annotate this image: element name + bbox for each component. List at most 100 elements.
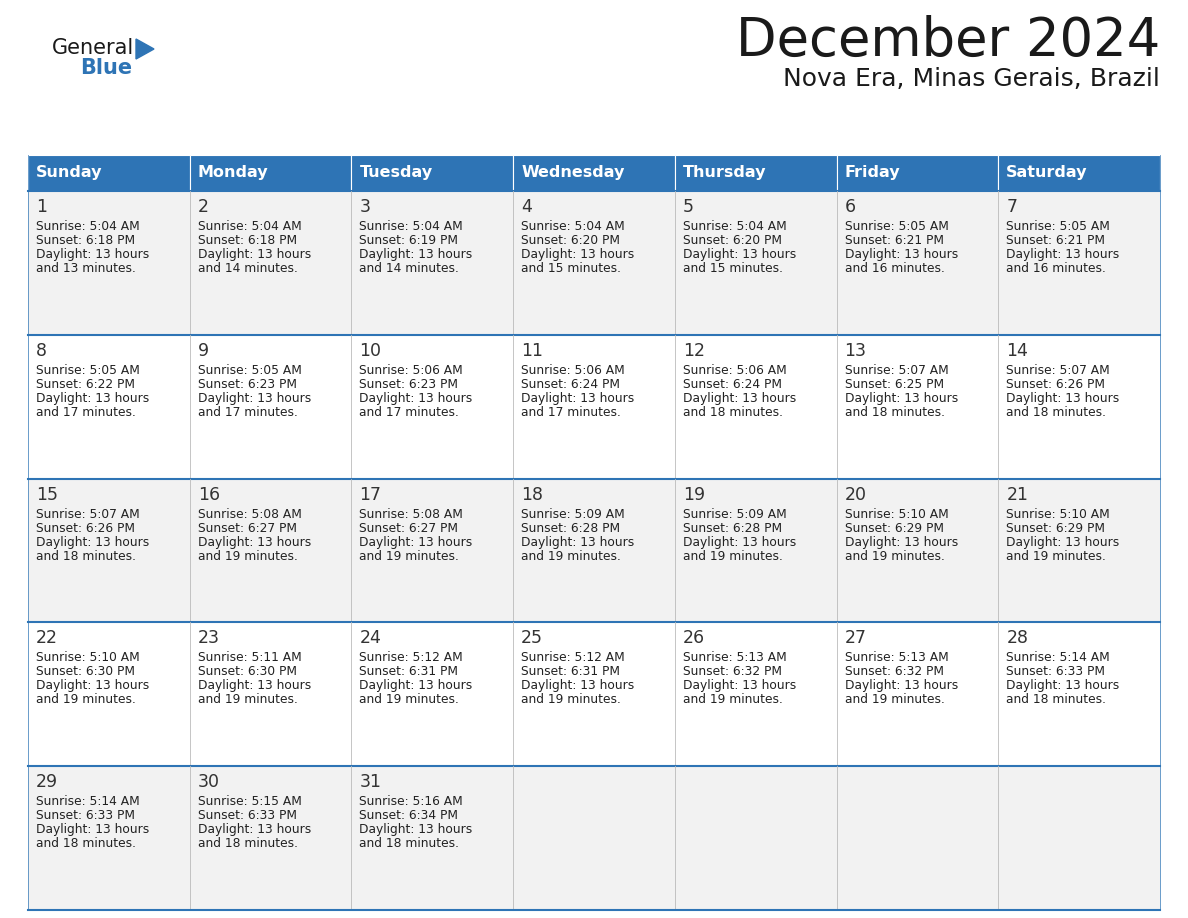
Text: Daylight: 13 hours: Daylight: 13 hours [522, 679, 634, 692]
Text: and 18 minutes.: and 18 minutes. [36, 837, 135, 850]
Text: and 19 minutes.: and 19 minutes. [522, 550, 621, 563]
Text: and 19 minutes.: and 19 minutes. [360, 550, 460, 563]
Text: 26: 26 [683, 630, 704, 647]
Text: and 19 minutes.: and 19 minutes. [522, 693, 621, 706]
Text: Daylight: 13 hours: Daylight: 13 hours [197, 535, 311, 549]
Text: Sunrise: 5:14 AM: Sunrise: 5:14 AM [36, 795, 140, 808]
Text: 22: 22 [36, 630, 58, 647]
Text: and 19 minutes.: and 19 minutes. [197, 693, 297, 706]
Text: Daylight: 13 hours: Daylight: 13 hours [36, 823, 150, 836]
Text: Daylight: 13 hours: Daylight: 13 hours [522, 392, 634, 405]
Text: Daylight: 13 hours: Daylight: 13 hours [683, 535, 796, 549]
Bar [29, 155, 190, 191]
Text: 17: 17 [360, 486, 381, 504]
Text: and 18 minutes.: and 18 minutes. [197, 837, 298, 850]
Text: Wednesday: Wednesday [522, 165, 625, 181]
Text: and 19 minutes.: and 19 minutes. [36, 693, 135, 706]
Text: Sunrise: 5:04 AM: Sunrise: 5:04 AM [683, 220, 786, 233]
Text: 4: 4 [522, 198, 532, 216]
Text: Sunset: 6:24 PM: Sunset: 6:24 PM [683, 378, 782, 391]
Text: Sunrise: 5:04 AM: Sunrise: 5:04 AM [522, 220, 625, 233]
Text: Sunset: 6:29 PM: Sunset: 6:29 PM [1006, 521, 1105, 534]
Bar [513, 155, 675, 191]
Text: Sunrise: 5:04 AM: Sunrise: 5:04 AM [36, 220, 140, 233]
Text: 5: 5 [683, 198, 694, 216]
Text: Sunrise: 5:13 AM: Sunrise: 5:13 AM [845, 652, 948, 665]
Text: Daylight: 13 hours: Daylight: 13 hours [197, 392, 311, 405]
Text: Sunset: 6:24 PM: Sunset: 6:24 PM [522, 378, 620, 391]
Text: 6: 6 [845, 198, 855, 216]
Text: Sunrise: 5:05 AM: Sunrise: 5:05 AM [36, 364, 140, 376]
Text: Daylight: 13 hours: Daylight: 13 hours [522, 248, 634, 261]
Text: 16: 16 [197, 486, 220, 504]
Text: Sunset: 6:33 PM: Sunset: 6:33 PM [197, 809, 297, 823]
Text: and 15 minutes.: and 15 minutes. [522, 262, 621, 275]
Bar [352, 155, 513, 191]
Text: Sunrise: 5:12 AM: Sunrise: 5:12 AM [360, 652, 463, 665]
Bar [29, 191, 1159, 335]
Text: 9: 9 [197, 341, 209, 360]
Text: Sunset: 6:18 PM: Sunset: 6:18 PM [197, 234, 297, 247]
Text: Sunset: 6:22 PM: Sunset: 6:22 PM [36, 378, 135, 391]
Text: 27: 27 [845, 630, 866, 647]
Text: and 18 minutes.: and 18 minutes. [683, 406, 783, 419]
Text: and 18 minutes.: and 18 minutes. [1006, 693, 1106, 706]
Text: Daylight: 13 hours: Daylight: 13 hours [683, 248, 796, 261]
Text: Sunrise: 5:07 AM: Sunrise: 5:07 AM [1006, 364, 1110, 376]
Text: Sunset: 6:32 PM: Sunset: 6:32 PM [845, 666, 943, 678]
Bar [29, 335, 1159, 478]
Text: 11: 11 [522, 341, 543, 360]
Text: Saturday: Saturday [1006, 165, 1088, 181]
Bar [29, 767, 1159, 910]
Text: Sunrise: 5:05 AM: Sunrise: 5:05 AM [1006, 220, 1110, 233]
Text: Sunset: 6:27 PM: Sunset: 6:27 PM [360, 521, 459, 534]
Text: Daylight: 13 hours: Daylight: 13 hours [197, 823, 311, 836]
Text: and 19 minutes.: and 19 minutes. [197, 550, 297, 563]
Text: Sunset: 6:26 PM: Sunset: 6:26 PM [36, 521, 135, 534]
Text: Daylight: 13 hours: Daylight: 13 hours [1006, 248, 1119, 261]
Text: 30: 30 [197, 773, 220, 791]
Text: Sunrise: 5:09 AM: Sunrise: 5:09 AM [522, 508, 625, 521]
Bar [836, 155, 998, 191]
Text: Sunrise: 5:07 AM: Sunrise: 5:07 AM [36, 508, 140, 521]
Text: 20: 20 [845, 486, 866, 504]
Text: Sunset: 6:21 PM: Sunset: 6:21 PM [1006, 234, 1105, 247]
Text: Monday: Monday [197, 165, 268, 181]
Text: 31: 31 [360, 773, 381, 791]
Text: Sunrise: 5:11 AM: Sunrise: 5:11 AM [197, 652, 302, 665]
Text: Sunset: 6:26 PM: Sunset: 6:26 PM [1006, 378, 1105, 391]
Text: Daylight: 13 hours: Daylight: 13 hours [360, 535, 473, 549]
Text: and 17 minutes.: and 17 minutes. [360, 406, 460, 419]
Text: Sunday: Sunday [36, 165, 102, 181]
Text: Daylight: 13 hours: Daylight: 13 hours [360, 248, 473, 261]
Text: 13: 13 [845, 341, 866, 360]
Bar [29, 478, 1159, 622]
Text: and 18 minutes.: and 18 minutes. [1006, 406, 1106, 419]
Text: Sunrise: 5:16 AM: Sunrise: 5:16 AM [360, 795, 463, 808]
Text: and 19 minutes.: and 19 minutes. [683, 693, 783, 706]
Text: 25: 25 [522, 630, 543, 647]
Text: and 19 minutes.: and 19 minutes. [683, 550, 783, 563]
Text: and 18 minutes.: and 18 minutes. [845, 406, 944, 419]
Text: 29: 29 [36, 773, 58, 791]
Text: and 16 minutes.: and 16 minutes. [1006, 262, 1106, 275]
Text: Tuesday: Tuesday [360, 165, 432, 181]
Text: and 18 minutes.: and 18 minutes. [360, 837, 460, 850]
Text: and 19 minutes.: and 19 minutes. [1006, 550, 1106, 563]
Text: Thursday: Thursday [683, 165, 766, 181]
Text: Daylight: 13 hours: Daylight: 13 hours [36, 248, 150, 261]
Text: 8: 8 [36, 341, 48, 360]
Text: Daylight: 13 hours: Daylight: 13 hours [1006, 679, 1119, 692]
Text: Sunrise: 5:05 AM: Sunrise: 5:05 AM [197, 364, 302, 376]
Text: Daylight: 13 hours: Daylight: 13 hours [197, 679, 311, 692]
Text: Sunrise: 5:07 AM: Sunrise: 5:07 AM [845, 364, 948, 376]
Text: 18: 18 [522, 486, 543, 504]
Text: Sunrise: 5:15 AM: Sunrise: 5:15 AM [197, 795, 302, 808]
Text: Sunrise: 5:09 AM: Sunrise: 5:09 AM [683, 508, 786, 521]
Text: and 17 minutes.: and 17 minutes. [197, 406, 297, 419]
Text: 3: 3 [360, 198, 371, 216]
Text: 28: 28 [1006, 630, 1029, 647]
Text: Daylight: 13 hours: Daylight: 13 hours [1006, 535, 1119, 549]
Text: 21: 21 [1006, 486, 1029, 504]
Text: Sunset: 6:34 PM: Sunset: 6:34 PM [360, 809, 459, 823]
